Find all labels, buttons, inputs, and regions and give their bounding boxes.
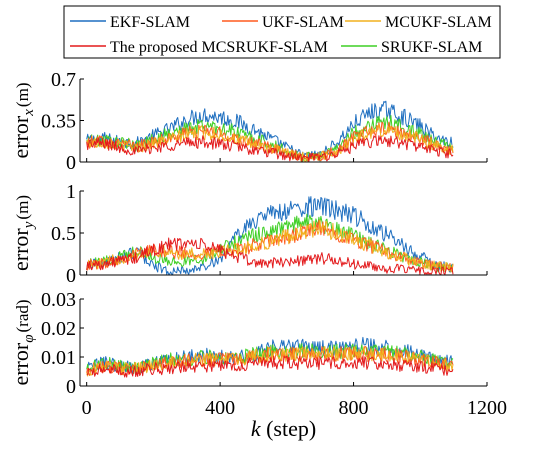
y-axis-label-main: error	[8, 228, 33, 271]
panel-2: 0 0.5 1 errory(m)	[8, 181, 488, 287]
legend-item: MCUKF-SLAM	[345, 14, 492, 31]
y-tick-label: 0.5	[51, 223, 76, 245]
series-line-the-proposed-mcsrukf-slam	[86, 355, 454, 378]
x-tick-label: 800	[339, 397, 369, 419]
legend-item: EKF-SLAM	[70, 14, 190, 31]
y-tick-label: 0.02	[41, 318, 76, 340]
x-tick-label: 400	[205, 397, 235, 419]
y-axis-label: errory(m)	[8, 195, 37, 271]
legend-item: The proposed MCSRUKF-SLAM	[70, 39, 328, 56]
series-line-mcukf-slam	[86, 346, 454, 377]
x-axis-label: k (step)	[251, 416, 316, 441]
series-line-srukf-slam	[86, 343, 454, 374]
y-tick-label: 0.03	[41, 289, 76, 311]
y-axis-label: errorx(m)	[8, 83, 37, 159]
legend-label: MCUKF-SLAM	[385, 14, 492, 31]
x-axis-label-unit: (step)	[261, 416, 317, 441]
legend-label: SRUKF-SLAM	[381, 39, 482, 56]
y-tick-label: 0.7	[51, 69, 76, 91]
panel-3: 0 0.01 0.02 0.03 errorφ (rad)	[8, 289, 488, 398]
legend-item: SRUKF-SLAM	[341, 39, 482, 56]
series-line-ukf-slam	[86, 346, 454, 376]
y-tick-label: 0	[66, 376, 76, 398]
y-tick-label: 0	[66, 152, 76, 174]
series-line-ekf-slam	[86, 100, 454, 160]
legend: EKF-SLAM UKF-SLAM MCUKF-SLAM The proposed M…	[63, 5, 501, 59]
x-axis-label-variable: k	[251, 416, 262, 441]
panel-1: 0 0.35 0.7 errorx(m)	[8, 69, 488, 174]
y-axis-label-subscript: y	[21, 221, 37, 230]
legend-box	[63, 5, 501, 59]
y-axis-label-subscript: x	[21, 109, 37, 117]
legend-label: EKF-SLAM	[110, 14, 190, 31]
y-tick-label: 1	[66, 181, 76, 203]
y-axis-label: errorφ (rad)	[8, 299, 37, 385]
y-axis-label-subscript: φ	[21, 334, 37, 342]
series-line-the-proposed-mcsrukf-slam	[86, 237, 454, 275]
legend-label: UKF-SLAM	[262, 14, 344, 31]
x-tick-label: 0	[82, 397, 92, 419]
y-tick-label: 0.35	[41, 111, 76, 133]
series-line-ekf-slam	[86, 196, 454, 275]
y-axis-label-main: error	[8, 342, 33, 385]
series-line-mcukf-slam	[86, 219, 454, 273]
y-tick-label: 0.01	[41, 347, 76, 369]
y-axis-label-unit: (m)	[13, 83, 32, 108]
y-tick-label: 0	[66, 265, 76, 287]
series-line-mcukf-slam	[86, 124, 454, 162]
shared-x-axis: 0 400 800 1200 k (step)	[82, 397, 507, 441]
series-line-the-proposed-mcsrukf-slam	[86, 135, 454, 162]
y-axis-label-unit: (m)	[13, 195, 32, 220]
legend-label: The proposed MCSRUKF-SLAM	[110, 39, 328, 56]
x-tick-label: 1200	[467, 397, 507, 419]
y-axis-label-unit: (rad)	[13, 299, 32, 332]
panels-layer: 00.350.7errorx(m)00.51errory(m)00.010.02…	[8, 69, 488, 398]
legend-item: UKF-SLAM	[222, 14, 344, 31]
y-axis-label-main: error	[8, 115, 33, 158]
series-line-ukf-slam	[86, 220, 454, 272]
